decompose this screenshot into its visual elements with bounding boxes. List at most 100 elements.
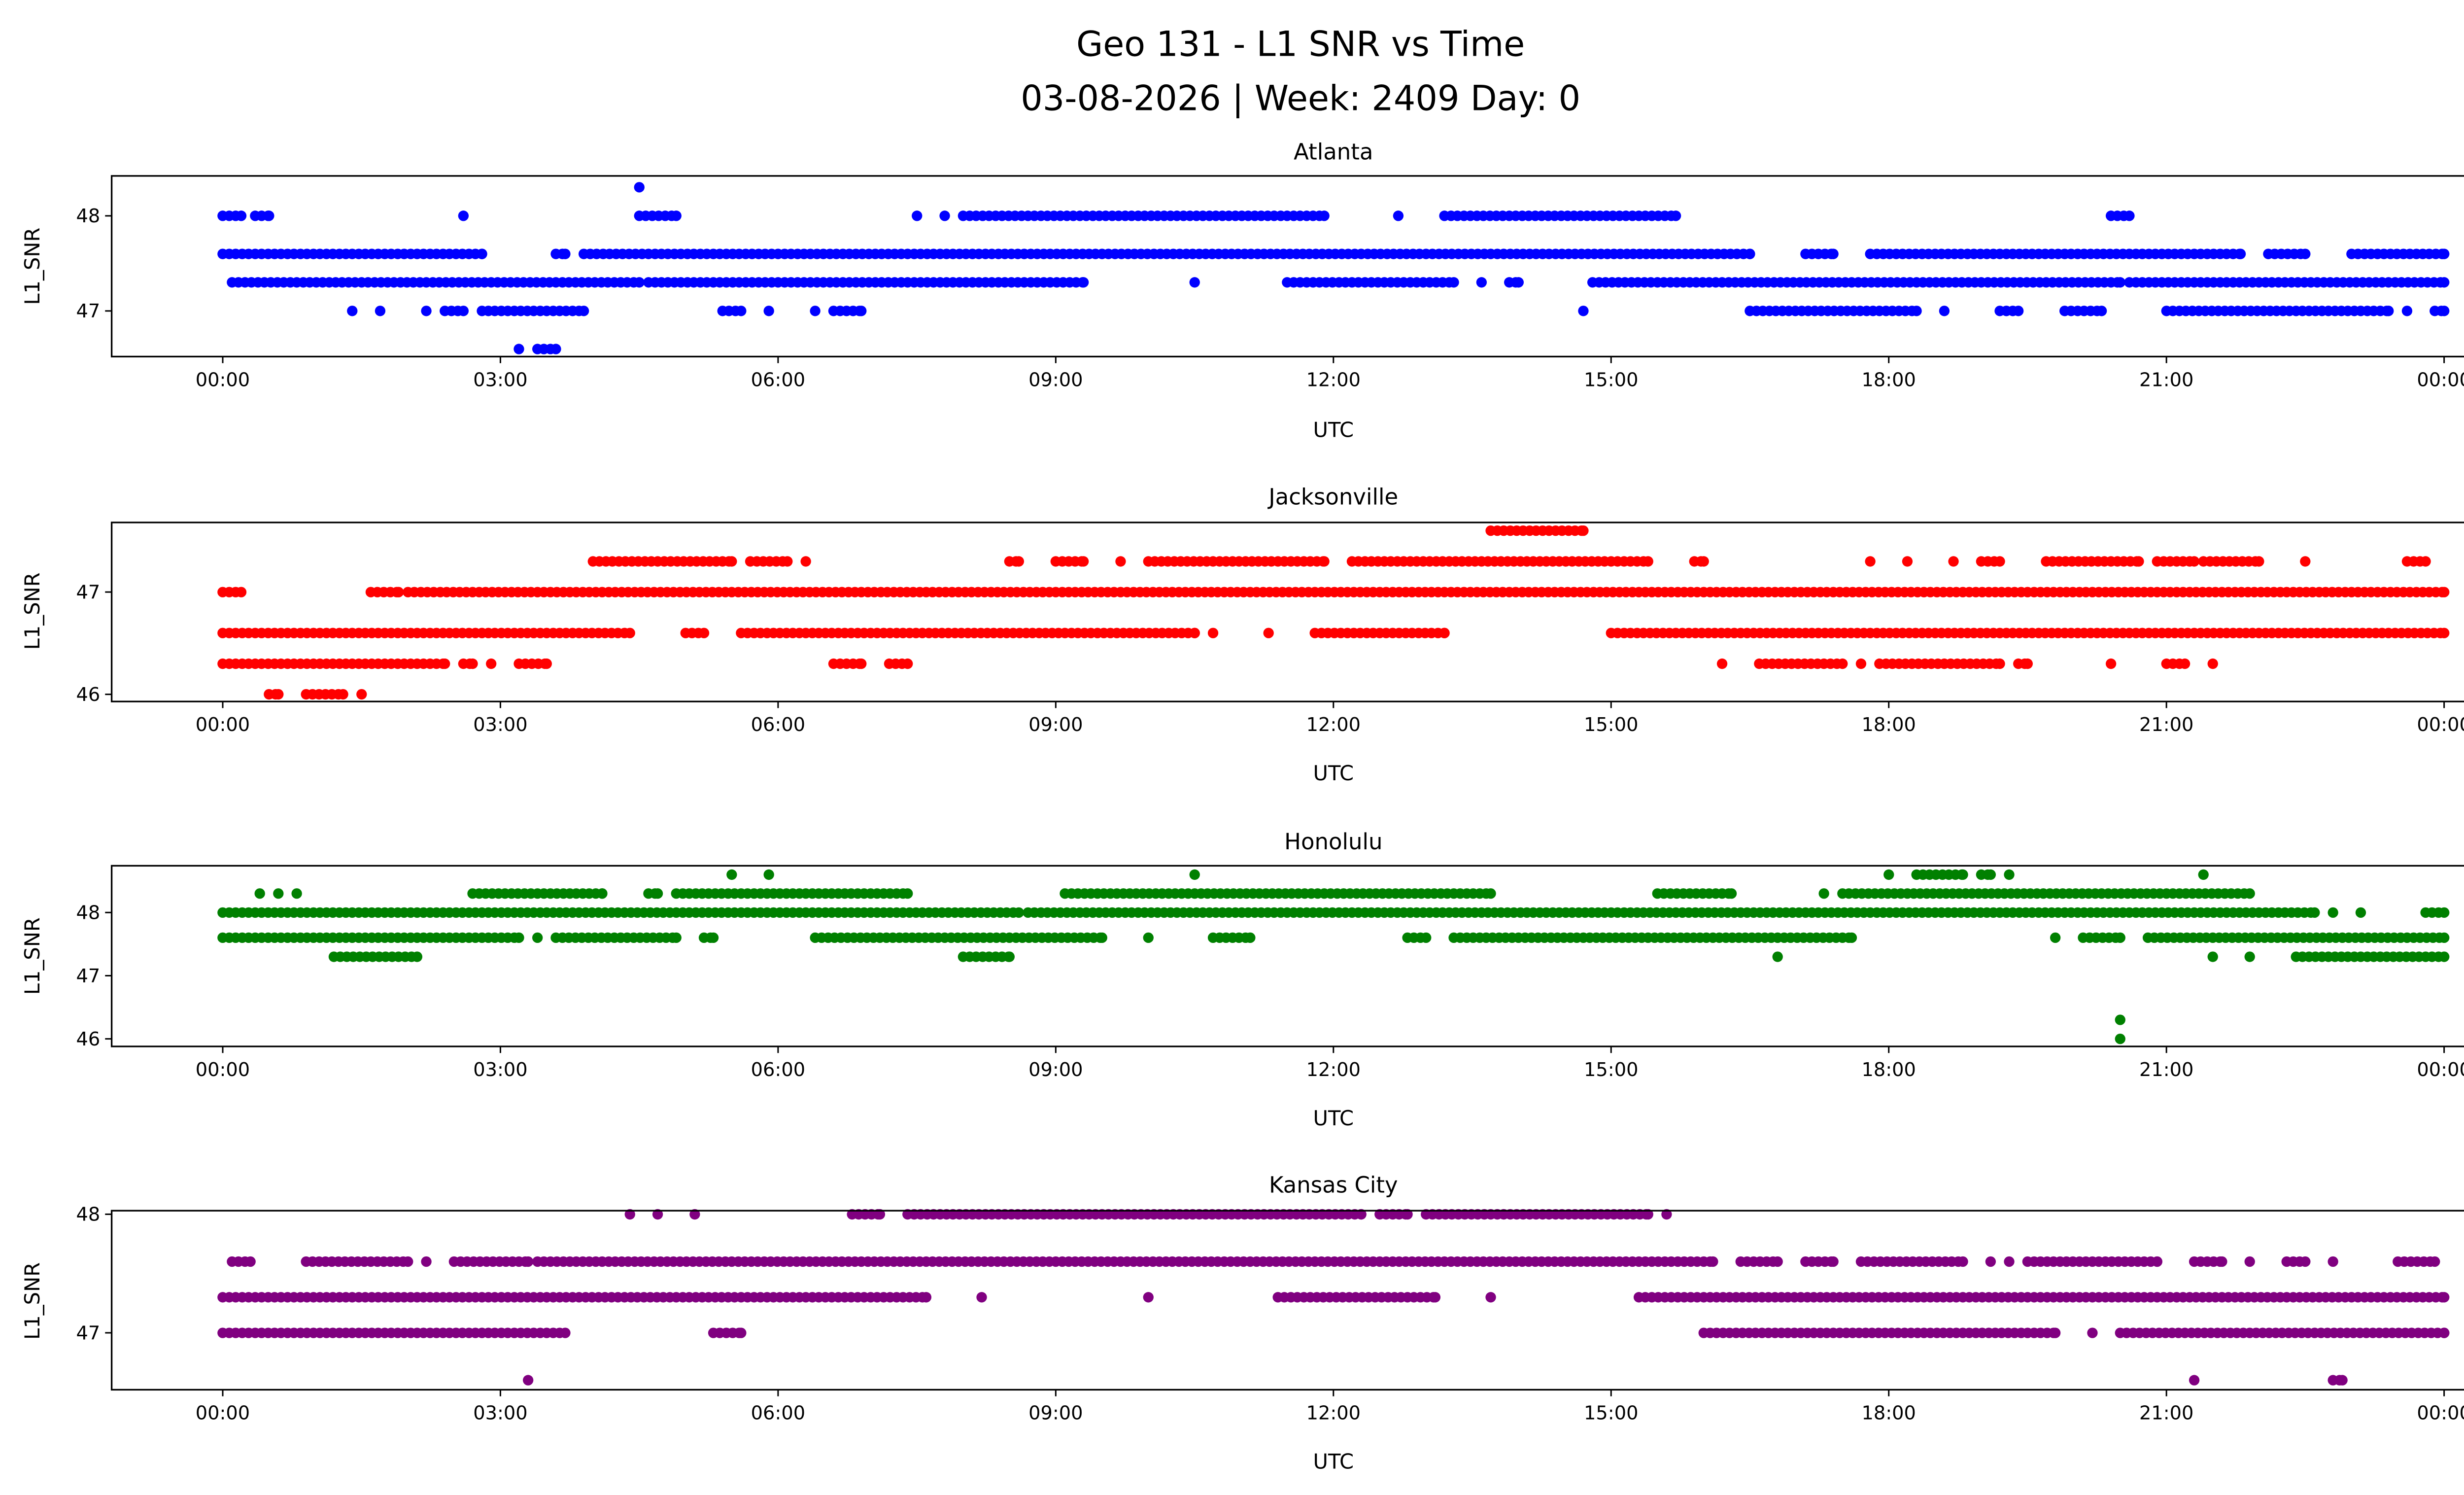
y-tick-label: 47 <box>76 581 101 603</box>
data-point <box>1004 951 1015 962</box>
data-point <box>1661 1209 1672 1220</box>
x-tick-label: 15:00 <box>1584 369 1638 391</box>
data-point <box>2050 1327 2061 1338</box>
data-point <box>541 658 552 669</box>
y-tick-label: 47 <box>76 300 101 322</box>
data-point <box>689 1209 700 1220</box>
data-point <box>736 1327 747 1338</box>
data-point <box>2189 1375 2200 1386</box>
y-tick-label: 47 <box>76 965 101 987</box>
data-point <box>2300 556 2311 567</box>
data-point <box>1643 1209 1653 1220</box>
data-point <box>1013 556 1025 567</box>
data-point <box>411 951 423 962</box>
panel-atlanta: Atlanta UTC L1_SNR 00:00 03:00 06:00 09:00 1… <box>20 139 2464 442</box>
data-point <box>2439 1292 2450 1303</box>
x-tick-label: 18:00 <box>1862 1059 1916 1081</box>
data-point <box>1902 556 1913 567</box>
x-tick-label: 12:00 <box>1306 1059 1361 1081</box>
x-tick-label: 00:00 <box>196 1402 250 1424</box>
x-tick-label: 21:00 <box>2139 1402 2193 1424</box>
data-point <box>782 556 793 567</box>
data-point <box>1078 277 1089 288</box>
data-point <box>2115 277 2125 288</box>
x-tick-label: 09:00 <box>1028 714 1083 736</box>
data-point <box>2420 556 2431 567</box>
data-point <box>856 306 867 316</box>
data-point <box>1485 1292 1496 1303</box>
panel-title: Kansas City <box>1269 1172 1398 1198</box>
data-point <box>1957 869 1968 880</box>
data-point <box>2355 907 2366 918</box>
data-point <box>1772 951 1783 962</box>
axes-frame <box>110 175 2464 358</box>
data-point <box>2004 869 2015 880</box>
data-point <box>2439 306 2450 316</box>
data-point <box>375 306 386 316</box>
data-point <box>2439 277 2450 288</box>
data-point <box>2337 1375 2348 1386</box>
data-point <box>1189 869 1200 880</box>
data-point <box>550 344 561 354</box>
data-point <box>1846 932 1857 943</box>
data-point <box>486 658 497 669</box>
figure-title-line2: 03-08-2026 | Week: 2409 Day: 0 <box>1021 78 1580 119</box>
data-point <box>467 658 478 669</box>
y-tick-label: 48 <box>76 1204 101 1226</box>
data-point <box>1957 1256 1968 1267</box>
x-tick-label: 12:00 <box>1306 714 1361 736</box>
x-tick-label: 00:00 <box>196 369 250 391</box>
panel-honolulu: Honolulu UTC L1_SNR 00:00 03:00 06:00 09:00… <box>20 829 2464 1130</box>
data-point <box>2133 556 2144 567</box>
data-point <box>2439 932 2450 943</box>
data-point <box>698 627 710 638</box>
data-point <box>1985 869 1996 880</box>
data-point <box>2383 306 2394 316</box>
data-point <box>1189 277 1200 288</box>
data-point <box>2207 951 2218 962</box>
data-point <box>1356 1209 1367 1220</box>
x-tick-label: 15:00 <box>1584 714 1638 736</box>
data-point <box>2124 210 2135 221</box>
data-point <box>458 306 469 316</box>
data-point <box>1513 277 1524 288</box>
data-point <box>1143 932 1154 943</box>
data-point <box>1578 306 1589 316</box>
data-point <box>1013 907 1025 918</box>
x-tick-label: 18:00 <box>1862 1402 1916 1424</box>
data-point <box>902 888 913 899</box>
data-point <box>273 689 284 700</box>
data-point <box>2013 306 2024 316</box>
data-point <box>1772 1256 1783 1267</box>
data-point <box>652 888 663 899</box>
data-point <box>2244 951 2255 962</box>
data-point <box>2439 627 2450 638</box>
data-point <box>513 344 524 354</box>
data-points <box>217 1209 2450 1386</box>
data-point <box>2430 1256 2440 1267</box>
data-point <box>393 587 404 597</box>
data-point <box>1828 248 1839 259</box>
data-point <box>2105 658 2117 669</box>
data-point <box>1994 658 2005 669</box>
x-tick-label: 00:00 <box>2417 714 2464 736</box>
data-point <box>2004 1256 2015 1267</box>
data-point <box>1726 888 1737 899</box>
data-point <box>2439 951 2450 962</box>
data-point <box>2439 907 2450 918</box>
data-point <box>513 932 524 943</box>
data-point <box>1698 556 1709 567</box>
data-point <box>1078 556 1089 567</box>
data-point <box>2050 932 2061 943</box>
x-tick-label: 00:00 <box>196 1059 250 1081</box>
data-point <box>1189 627 1200 638</box>
y-axis-label: L1_SNR <box>20 1262 44 1340</box>
data-point <box>1708 1256 1718 1267</box>
data-point <box>2115 1033 2125 1044</box>
data-point <box>708 932 719 943</box>
x-tick-label: 03:00 <box>473 714 527 736</box>
data-point <box>2309 907 2320 918</box>
x-tick-label: 21:00 <box>2139 1059 2193 1081</box>
data-point <box>1855 658 1867 669</box>
